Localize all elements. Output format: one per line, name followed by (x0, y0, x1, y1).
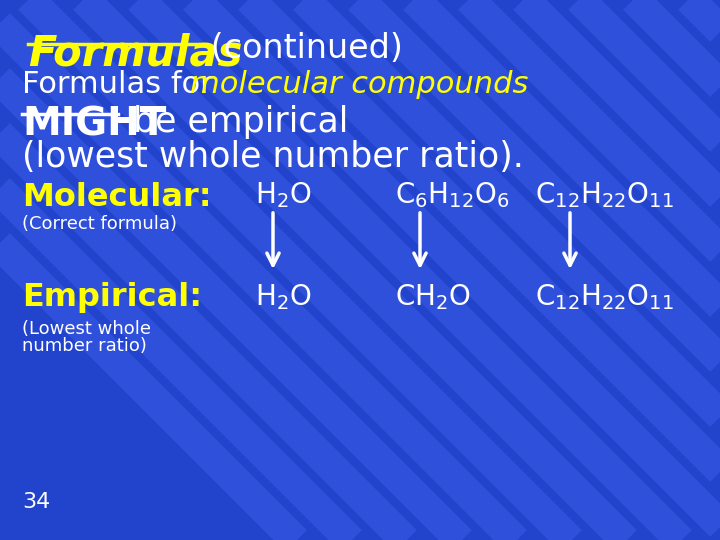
Text: be empirical: be empirical (122, 105, 348, 139)
Text: number ratio): number ratio) (22, 337, 147, 355)
Text: $\mathregular{H_2O}$: $\mathregular{H_2O}$ (255, 180, 312, 210)
Text: (lowest whole number ratio).: (lowest whole number ratio). (22, 140, 524, 174)
Text: Formulas for: Formulas for (22, 70, 222, 99)
Text: MIGHT: MIGHT (22, 105, 166, 143)
Text: $\mathregular{C_{12}H_{22}O_{11}}$: $\mathregular{C_{12}H_{22}O_{11}}$ (535, 282, 674, 312)
Text: (Lowest whole: (Lowest whole (22, 320, 151, 338)
Text: Molecular:: Molecular: (22, 182, 212, 213)
Text: Formulas: Formulas (28, 32, 243, 74)
Text: 34: 34 (22, 492, 50, 512)
Text: $\mathregular{H_2O}$: $\mathregular{H_2O}$ (255, 282, 312, 312)
Text: molecular compounds: molecular compounds (190, 70, 528, 99)
Text: $\mathregular{CH_2O}$: $\mathregular{CH_2O}$ (395, 282, 471, 312)
Text: $\mathregular{C_{12}H_{22}O_{11}}$: $\mathregular{C_{12}H_{22}O_{11}}$ (535, 180, 674, 210)
Text: (Correct formula): (Correct formula) (22, 215, 177, 233)
Text: $\mathregular{C_6H_{12}O_6}$: $\mathregular{C_6H_{12}O_6}$ (395, 180, 510, 210)
Text: (continued): (continued) (200, 32, 403, 65)
Text: Empirical:: Empirical: (22, 282, 202, 313)
